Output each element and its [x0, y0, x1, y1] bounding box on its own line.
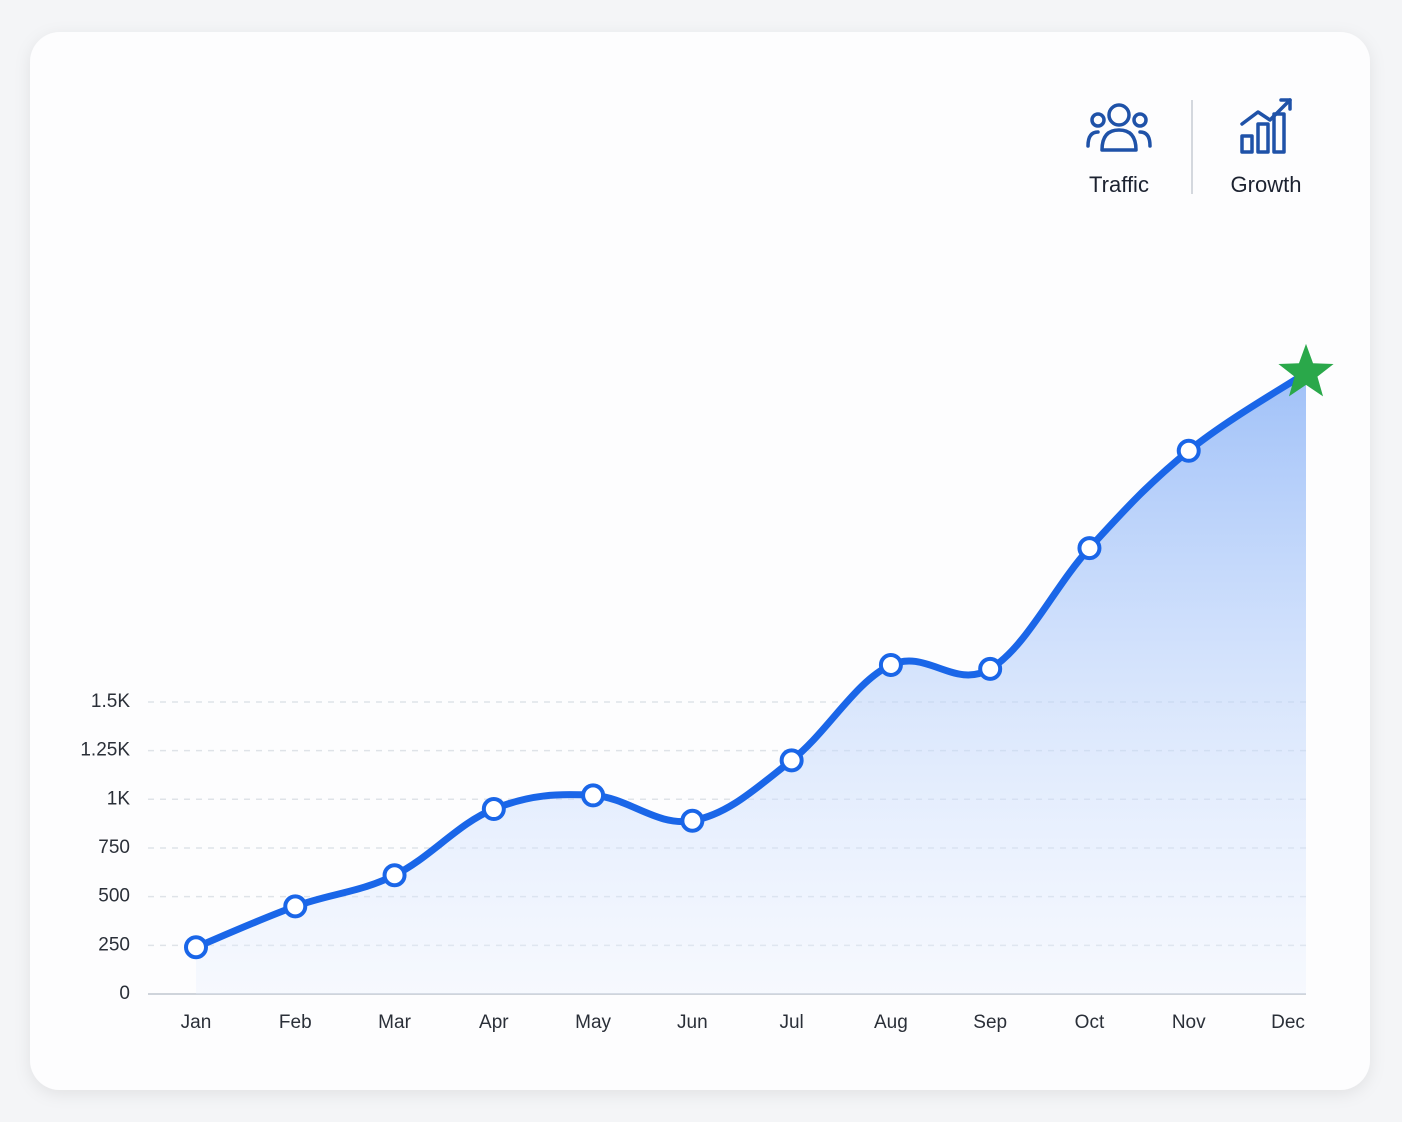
y-tick-label: 750: [98, 837, 130, 858]
x-tick-label: Mar: [378, 1012, 411, 1033]
data-point: [680, 808, 705, 833]
x-tick-label: Dec: [1271, 1012, 1305, 1033]
y-tick-label: 1K: [107, 788, 131, 809]
data-point: [978, 656, 1003, 681]
area: [196, 372, 1306, 995]
highlight-star: [1278, 343, 1334, 397]
x-tick-label: Sep: [973, 1012, 1007, 1033]
y-tick-label: 1.25K: [80, 740, 130, 761]
header-item: Traffic: [1089, 172, 1149, 197]
header-item: Growth: [1231, 172, 1302, 197]
y-tick-label: 250: [98, 934, 130, 955]
data-point: [1176, 438, 1201, 463]
x-tick-label: Feb: [279, 1012, 312, 1033]
data-point: [481, 797, 506, 822]
y-tick-label: 500: [98, 886, 130, 907]
x-tick-label: Aug: [874, 1012, 908, 1033]
data-point: [382, 863, 407, 888]
data-point: [779, 748, 804, 773]
data-point: [581, 783, 606, 808]
y-tick-label: 0: [119, 983, 130, 1004]
data-point: [184, 935, 208, 960]
x-tick-label: May: [575, 1012, 611, 1033]
y-tick-label: 1.5K: [91, 691, 130, 712]
x-tick-label: Apr: [479, 1012, 509, 1033]
x-tick-label: Jul: [779, 1012, 803, 1033]
x-tick-label: Nov: [1172, 1012, 1206, 1033]
x-tick-label: Oct: [1075, 1012, 1105, 1033]
growth-icon: [1240, 98, 1292, 154]
x-tick-label: Jan: [181, 1012, 212, 1033]
data-point: [878, 652, 903, 677]
x-tick-label: Jun: [677, 1012, 708, 1033]
data-point: [1077, 536, 1102, 561]
data-point: [283, 894, 308, 919]
traffic-icon: [1086, 103, 1152, 152]
